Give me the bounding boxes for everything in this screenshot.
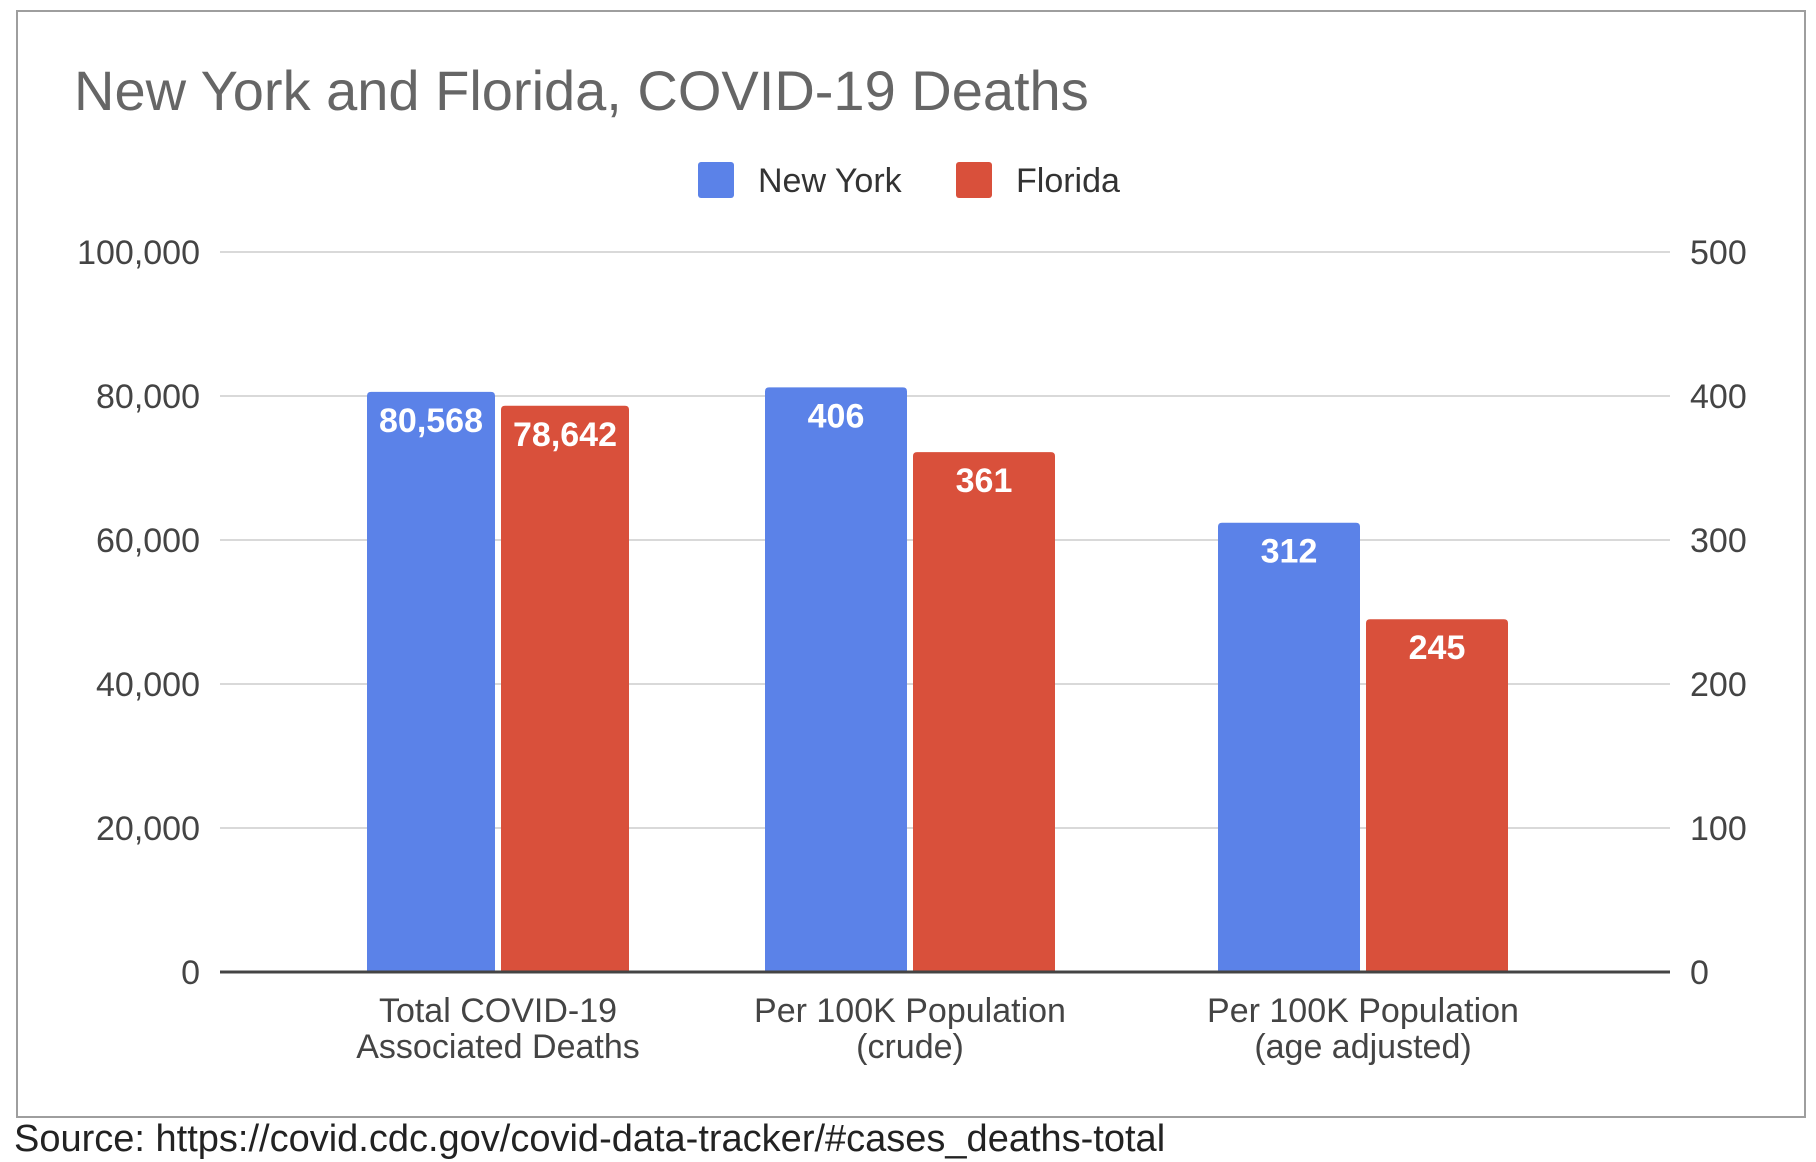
data-label: 80,568: [379, 402, 483, 440]
x-tick-label: (age adjusted): [1254, 1028, 1471, 1066]
data-label: 245: [1409, 629, 1466, 667]
y-right-tick: 0: [1690, 954, 1709, 992]
y-left-tick: 60,000: [96, 522, 200, 560]
data-label: 361: [956, 462, 1013, 500]
chart-title: New York and Florida, COVID-19 Deaths: [74, 59, 1089, 122]
y-right-tick: 400: [1690, 378, 1747, 416]
x-tick-label: Associated Deaths: [356, 1028, 640, 1066]
y-right-tick: 500: [1690, 234, 1747, 272]
bar-new-york: [367, 391, 495, 972]
x-tick-label: Total COVID-19: [379, 992, 617, 1030]
bar-new-york: [1218, 522, 1360, 972]
bar-florida: [501, 405, 629, 972]
legend-swatch-0: [698, 162, 734, 198]
y-right-tick: 100: [1690, 810, 1747, 848]
x-tick-label: Per 100K Population: [1207, 992, 1519, 1030]
data-label: 312: [1261, 533, 1318, 571]
data-label: 78,642: [513, 416, 617, 454]
y-right-tick: 300: [1690, 522, 1747, 560]
y-left-tick: 0: [181, 954, 200, 992]
data-label: 406: [808, 397, 865, 435]
bar-florida: [1366, 619, 1508, 972]
legend-label-1: Florida: [1016, 162, 1120, 200]
x-tick-label: Per 100K Population: [754, 992, 1066, 1030]
y-left-tick: 20,000: [96, 810, 200, 848]
bar-florida: [913, 452, 1055, 972]
legend-label-0: New York: [758, 162, 903, 200]
y-left-tick: 80,000: [96, 378, 200, 416]
y-left-tick: 100,000: [77, 234, 200, 272]
y-right-tick: 200: [1690, 666, 1747, 704]
bar-chart: New York and Florida, COVID-19 Deaths New…: [74, 59, 1747, 1066]
x-tick-label: (crude): [856, 1028, 964, 1066]
source-note: Source: https://covid.cdc.gov/covid-data…: [14, 1118, 1166, 1160]
y-left-tick: 40,000: [96, 666, 200, 704]
bar-new-york: [765, 387, 907, 972]
legend-swatch-1: [956, 162, 992, 198]
